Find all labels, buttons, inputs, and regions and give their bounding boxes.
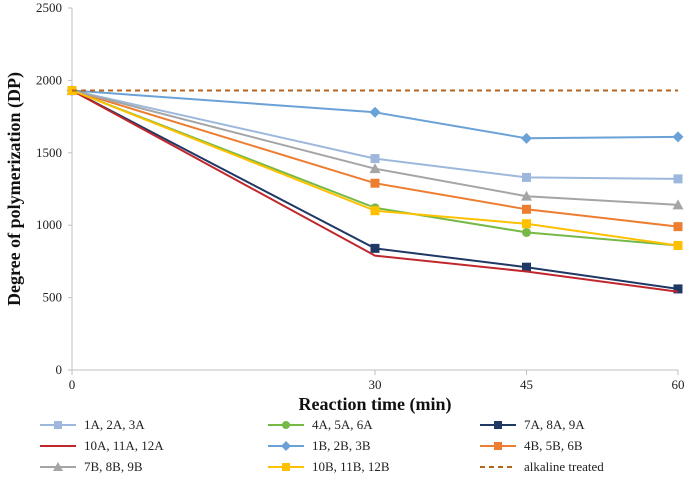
legend: 1A, 2A, 3A 4A, 5A, 6A 7A, 8A, 9A 10A, 11A, … [40,417,604,474]
legend-item: 4B, 5B, 6B [480,438,583,453]
data-point [522,204,531,214]
y-axis: 0 500 1000 1500 2000 2500 [36,0,73,377]
legend-marker [282,463,290,471]
legend-item: 10B, 11B, 12B [268,459,390,474]
legend-item: 1B, 2B, 3B [268,438,371,453]
data-point [522,227,531,237]
series-line [71,89,679,290]
data-point [673,284,683,294]
x-tick-label: 45 [520,377,533,392]
series-layer [66,85,684,294]
legend-label: 1B, 2B, 3B [312,438,371,453]
data-point [370,206,380,216]
series-line [71,89,679,180]
legend-item: 4A, 5A, 6A [268,417,373,432]
legend-label: 10B, 11B, 12B [312,459,390,474]
series-4 [71,89,679,293]
data-point [370,154,380,164]
legend-label: 1A, 2A, 3A [84,417,145,432]
legend-label: 4B, 5B, 6B [524,438,583,453]
series-line [71,89,679,206]
legend-item: alkaline treated [480,459,604,474]
series-line [71,89,679,293]
legend-item: 1A, 2A, 3A [40,417,145,432]
data-point [370,243,380,253]
legend-item: 7A, 8A, 9A [480,417,585,432]
data-point [672,131,684,143]
y-tick-label: 2000 [36,72,62,87]
series-line [71,89,679,140]
data-point [672,199,684,210]
x-axis: 0 30 45 60 [69,369,685,392]
series-line [71,89,679,228]
legend-label: alkaline treated [524,459,604,474]
legend-marker [494,421,502,429]
legend-item: 10A, 11A, 12A [40,438,164,453]
x-tick-label: 60 [672,377,685,392]
legend-item: 7B, 8B, 9B [40,459,143,474]
legend-marker [54,421,62,429]
data-point [522,172,531,182]
data-point [673,222,683,232]
data-point [521,132,532,144]
legend-marker [281,441,291,451]
legend-marker [282,421,290,429]
x-tick-label: 30 [369,377,382,392]
series-line [71,89,679,247]
data-point [673,174,683,184]
series-7 [66,85,684,210]
legend-label: 7B, 8B, 9B [84,459,143,474]
series-line [71,89,679,247]
y-axis-title: Degree of polymerization (DP) [4,72,25,306]
x-axis-title: Reaction time (min) [299,394,452,415]
legend-label: 4A, 5A, 6A [312,417,373,432]
data-point [521,190,532,201]
y-tick-label: 1000 [36,217,62,232]
data-point [522,219,531,229]
y-tick-label: 2500 [36,0,62,15]
y-tick-label: 500 [43,290,63,305]
legend-label: 10A, 11A, 12A [84,438,164,453]
legend-marker [53,462,63,471]
legend-label: 7A, 8A, 9A [524,417,585,432]
y-tick-label: 1500 [36,145,62,160]
data-point [369,106,381,118]
x-tick-label: 0 [69,377,76,392]
legend-marker [494,442,502,450]
y-tick-label: 0 [56,362,63,377]
data-point [673,240,683,250]
data-point [369,163,381,174]
data-point [522,262,531,272]
data-point [370,178,380,188]
